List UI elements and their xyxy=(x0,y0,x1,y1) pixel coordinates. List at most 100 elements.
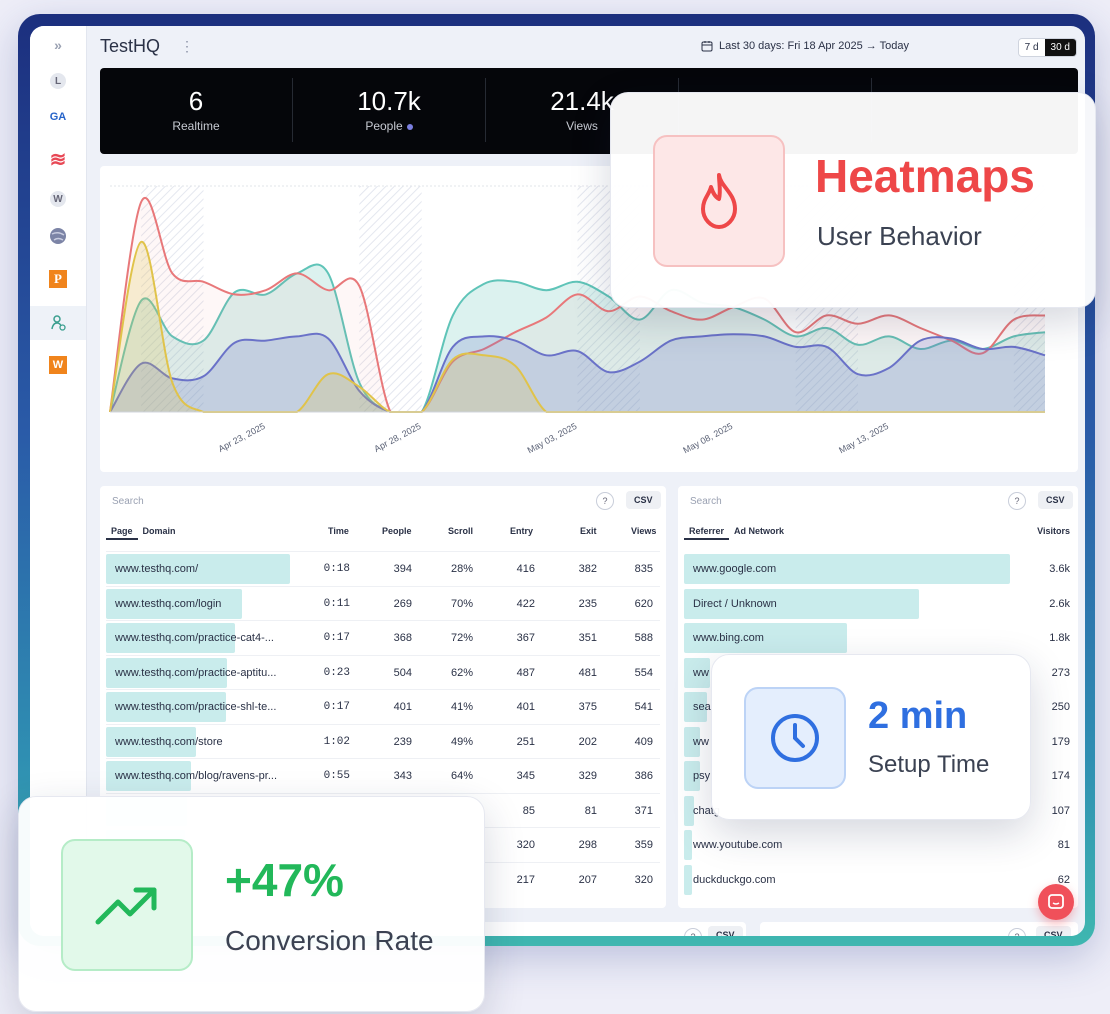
sidebar-toggle-button[interactable]: » xyxy=(54,37,62,53)
share-bar xyxy=(684,692,707,722)
pages-search-input[interactable]: Search xyxy=(112,496,144,507)
sidebar-item-w[interactable]: W xyxy=(30,182,86,216)
list-item[interactable]: psy 174 xyxy=(684,761,1072,791)
page-url[interactable]: www.testhq.com/ xyxy=(115,563,199,575)
stat-views[interactable]: 21.4k Views xyxy=(486,78,679,142)
trend-up-icon xyxy=(95,887,157,925)
referrer-name[interactable]: www.youtube.com xyxy=(693,839,783,851)
referrer-name[interactable]: www.bing.com xyxy=(693,632,764,644)
cell-views: 320 xyxy=(634,873,653,886)
stat-realtime[interactable]: 6 Realtime xyxy=(100,78,293,142)
list-item[interactable]: duckduckgo.com 62 xyxy=(684,864,1072,895)
page-url[interactable]: www.testhq.com/practice-aptitu... xyxy=(115,666,277,679)
table-row[interactable]: www.testhq.com/0:18 394 28% 416 382 835 xyxy=(106,554,660,584)
column-header-scroll[interactable]: Scroll xyxy=(448,526,474,536)
list-item[interactable]: www.youtube.com 81 xyxy=(684,830,1072,860)
cell-people: 504 xyxy=(393,666,412,679)
column-header-entry[interactable]: Entry xyxy=(510,526,534,536)
cell-people: 394 xyxy=(393,563,412,575)
referrer-name[interactable]: psy xyxy=(693,770,711,782)
referrer-csv-button[interactable]: CSV xyxy=(1038,491,1073,509)
bottom-left-csv-button[interactable]: CSV xyxy=(708,926,743,936)
sidebar-item-ga[interactable]: GA xyxy=(30,100,86,134)
table-row[interactable]: www.testhq.com/login 0:11 269 70% 422 235 620 xyxy=(106,588,660,619)
column-header-time[interactable]: Time xyxy=(328,526,349,536)
list-item[interactable]: www.google.com 3.6k xyxy=(684,554,1072,584)
heatmaps-callout: Heatmaps User Behavior xyxy=(610,92,1096,308)
help-icon[interactable]: ? xyxy=(596,492,614,510)
page-url[interactable]: www.testhq.com/practice-cat4-... xyxy=(115,632,274,644)
table-row[interactable]: www.testhq.com/practice-cat4-... 0:17 368 7… xyxy=(106,623,660,653)
cell-scroll: 49% xyxy=(450,735,473,748)
tab-domain[interactable]: Domain xyxy=(142,526,176,536)
help-icon[interactable]: ? xyxy=(684,928,702,936)
page-url[interactable]: www.testhq.com/blog/ravens-pr... xyxy=(115,770,278,782)
chat-launcher-button[interactable] xyxy=(1038,884,1074,920)
flame-icon xyxy=(701,173,737,229)
tab-page[interactable]: Page xyxy=(106,526,138,540)
pages-csv-button[interactable]: CSV xyxy=(626,491,661,509)
bottom-right-csv-button[interactable]: CSV xyxy=(1036,926,1071,936)
sidebar-item-l[interactable]: L xyxy=(30,64,86,98)
help-icon[interactable]: ? xyxy=(1008,492,1026,510)
x-tick-label: May 03, 2025 xyxy=(526,421,579,455)
cell-visitors: 2.6k xyxy=(1049,597,1070,610)
tab-ad-network[interactable]: Ad Network xyxy=(734,526,785,536)
x-tick-label: Apr 23, 2025 xyxy=(217,421,267,454)
referrer-name[interactable]: duckduckgo.com xyxy=(693,873,776,886)
series-line-red[interactable] xyxy=(109,197,1046,413)
referrer-name[interactable]: ww xyxy=(693,666,709,679)
page-url[interactable]: www.testhq.com/store xyxy=(115,735,223,748)
sidebar-item-label: W xyxy=(50,191,66,207)
table-row[interactable]: www.testhq.com/store 1:02 239 49% 251 202 409 xyxy=(106,726,660,757)
list-item[interactable]: ww 273 xyxy=(684,657,1072,688)
stat-people[interactable]: 10.7k People xyxy=(293,78,486,142)
list-item[interactable]: www.bing.com 1.8k xyxy=(684,623,1072,653)
series-line-blue[interactable] xyxy=(109,332,1046,413)
table-row[interactable]: www.testhq.com/practice-aptitu... 0:23 504… xyxy=(106,657,660,688)
cell-entry: 422 xyxy=(516,597,535,610)
referrer-name[interactable]: sea xyxy=(693,701,711,713)
column-header-views[interactable]: Views xyxy=(631,526,657,536)
cell-exit: 81 xyxy=(584,804,597,817)
referrer-name[interactable]: ww xyxy=(693,735,709,748)
series-line-teal[interactable] xyxy=(109,263,1046,413)
referrer-name[interactable]: www.google.com xyxy=(693,563,777,575)
row-divider xyxy=(106,792,660,794)
cell-views: 541 xyxy=(634,701,653,713)
table-row[interactable]: www.testhq.com/practice-shl-te... 0:17 401… xyxy=(106,692,660,722)
column-header-visitors[interactable]: Visitors xyxy=(1037,526,1070,536)
column-header-exit[interactable]: Exit xyxy=(580,526,597,536)
cell-visitors: 107 xyxy=(1051,804,1070,817)
table-row[interactable]: www.testhq.com/blog/ravens-pr... 0:55 343 6… xyxy=(106,761,660,791)
more-menu-button[interactable]: ⋮ xyxy=(180,38,194,54)
list-item[interactable]: Direct / Unknown 2.6k xyxy=(684,588,1072,619)
sidebar-item-p[interactable]: P xyxy=(30,262,86,296)
column-header-people[interactable]: People xyxy=(382,526,412,536)
range-7d-button[interactable]: 7 d xyxy=(1018,39,1045,56)
conversion-subtitle: Conversion Rate xyxy=(225,925,434,956)
share-bar xyxy=(684,588,919,619)
sidebar-item-globe[interactable] xyxy=(30,219,86,253)
row-divider xyxy=(106,585,660,587)
list-item[interactable]: sea 250 xyxy=(684,692,1072,722)
referrer-search-input[interactable]: Search xyxy=(690,496,722,507)
help-icon[interactable]: ? xyxy=(1008,928,1026,936)
range-30d-button[interactable]: 30 d xyxy=(1044,39,1076,56)
cell-exit: 202 xyxy=(578,735,597,748)
sidebar-item-people[interactable] xyxy=(30,306,86,340)
list-item[interactable]: ww 179 xyxy=(684,726,1072,757)
stat-label: Views xyxy=(566,119,598,133)
referrer-name[interactable]: Direct / Unknown xyxy=(693,597,777,610)
cell-exit: 298 xyxy=(578,839,597,851)
calendar-icon xyxy=(701,41,713,52)
sidebar-item-waves[interactable]: ≋ xyxy=(30,142,86,176)
cell-visitors: 179 xyxy=(1051,735,1070,748)
sidebar-item-w-orange[interactable]: W xyxy=(30,348,86,382)
page-url[interactable]: www.testhq.com/login xyxy=(115,597,222,610)
page-url[interactable]: www.testhq.com/practice-shl-te... xyxy=(115,701,277,713)
date-range-picker[interactable]: Last 30 days: Fri 18 Apr 2025 → Today xyxy=(701,40,909,52)
series-area-red xyxy=(110,197,1045,412)
cell-entry: 345 xyxy=(516,770,535,782)
tab-referrer[interactable]: Referrer xyxy=(684,526,730,540)
